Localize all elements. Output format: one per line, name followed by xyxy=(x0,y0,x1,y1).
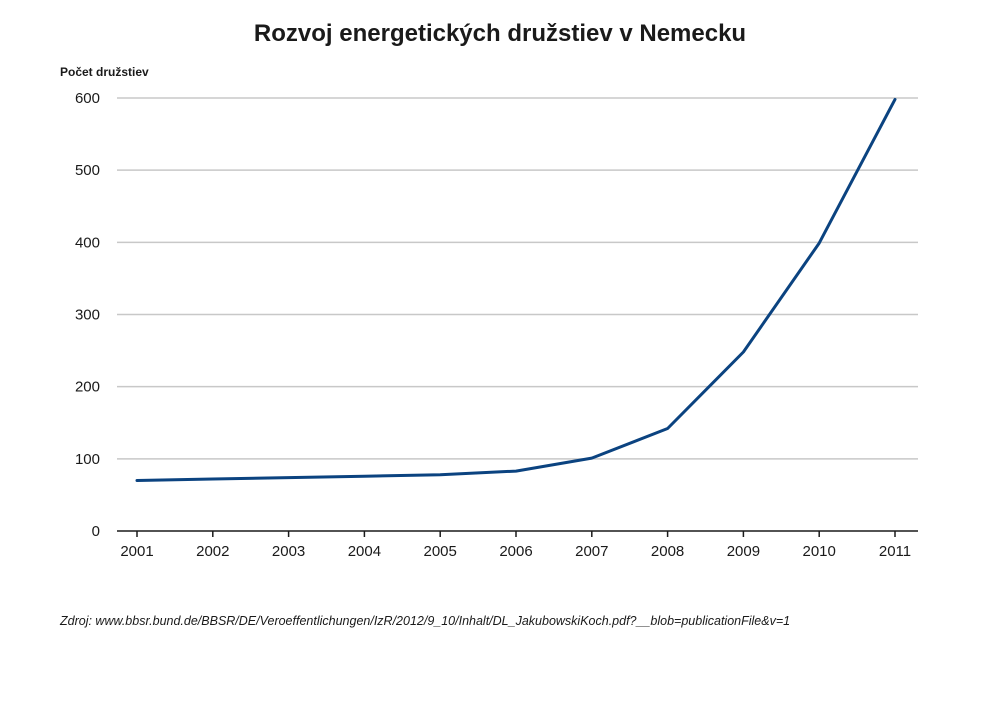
series-line xyxy=(135,97,897,482)
axes xyxy=(117,530,918,537)
y-tick-label: 500 xyxy=(75,162,100,179)
y-tick-label: 100 xyxy=(75,451,100,468)
x-tick-label: 2010 xyxy=(803,543,836,560)
series-layer xyxy=(135,97,897,482)
y-tick-label: 400 xyxy=(75,234,100,251)
chart-title: Rozvoj energetických družstiev v Nemecku xyxy=(253,20,747,47)
x-tick-label: 2011 xyxy=(879,543,911,560)
y-tick-label: 600 xyxy=(75,90,100,107)
y-tick-label: 0 xyxy=(92,523,100,540)
x-tick-label: 2003 xyxy=(272,543,305,560)
x-tick-label: 2001 xyxy=(120,543,153,560)
x-tick-label: 2005 xyxy=(424,543,457,560)
x-tick-label: 2004 xyxy=(348,543,381,560)
gridlines xyxy=(117,97,918,460)
y-tick-label: 200 xyxy=(75,379,100,396)
y-tick-label: 300 xyxy=(75,307,100,324)
x-tick-label: 2008 xyxy=(651,543,684,560)
x-tick-label: 2002 xyxy=(196,543,229,560)
x-tick-label: 2007 xyxy=(575,543,608,560)
x-tick-label: 2009 xyxy=(727,543,760,560)
x-tick-label: 2006 xyxy=(499,543,532,560)
source-note: Zdroj: www.bbsr.bund.de/BBSR/DE/Veroeffe… xyxy=(60,614,791,628)
tick-labels: 0 100 200 300 400 500 600 2001 2002 2003 2004 2005 2… xyxy=(75,90,911,560)
y-axis-label: Počet družstiev xyxy=(60,65,149,79)
